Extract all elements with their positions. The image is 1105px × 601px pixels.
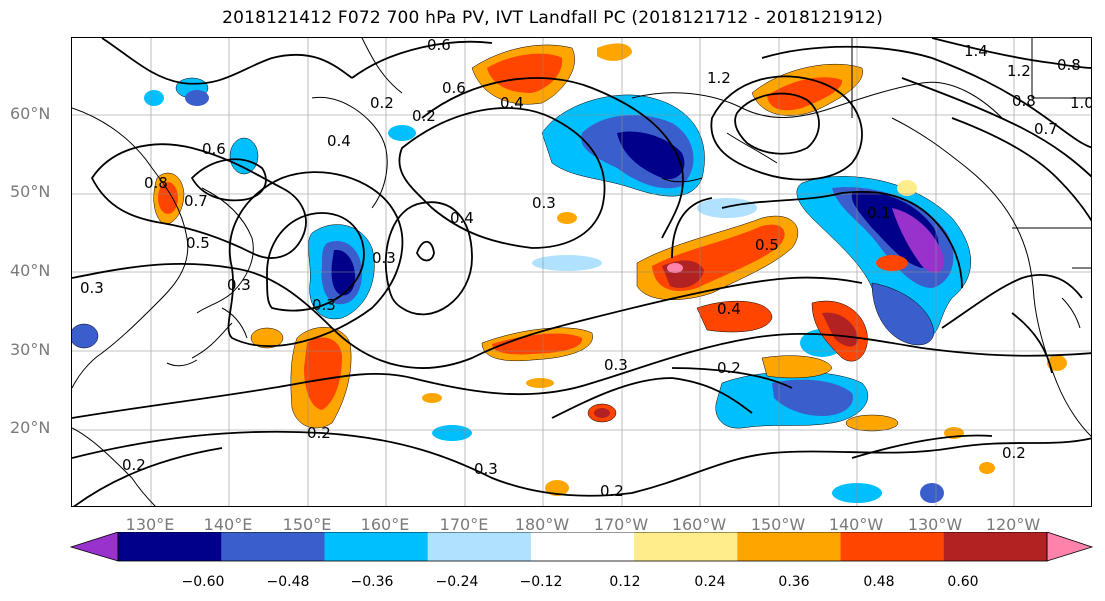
contour-label: 0.2 [600,482,624,500]
contour-label: 0.3 [604,356,628,374]
contour-label: 0.3 [227,276,251,294]
lon-label-160w: 160°W [671,515,727,534]
contour-label: 1.4 [964,42,988,60]
lat-label-50n: 50°N [10,182,51,201]
patch-aleutian-negative [541,94,705,197]
colorbar-cell [427,532,532,561]
lon-label-130e: 130°E [125,515,175,534]
lat-label-20n: 20°N [10,418,51,437]
lon-label-150e: 150°E [282,515,332,534]
contour-label: 0.5 [186,234,210,252]
contour-label: 0.4 [450,209,474,227]
patch-south-negative [715,282,935,429]
colorbar-cell [840,532,945,561]
lon-label-170e: 170°E [439,515,489,534]
contour-label: 0.6 [427,38,451,54]
colorbar-tick-label: −0.60 [181,574,225,590]
colorbar-border [117,532,1048,562]
map-panel[interactable]: 0.6 0.6 0.2 0.2 0.4 1.2 1.4 1.2 0.8 0.8 … [71,37,1092,507]
contour-label: 1.0 [1070,94,1092,112]
colorbar-tick-label: 0.60 [947,574,979,590]
colorbar-cell [737,532,842,561]
colorbar-tick-label: −0.24 [435,574,479,590]
colorbar-tick-label: 0.48 [863,574,895,590]
lon-label-120w: 120°W [985,515,1041,534]
contour-label: 0.6 [442,79,466,97]
lon-label-150w: 150°W [750,515,806,534]
contour-label: 0.6 [202,140,226,158]
colorbar-cell [118,532,222,561]
colorbar-tick-label: 0.12 [609,574,641,590]
contour-layer [72,38,1091,506]
lat-label-30n: 30°N [10,340,51,359]
map-title: 2018121412 F072 700 hPa PV, IVT Landfall… [222,8,883,28]
contour-label: 0.3 [80,279,104,297]
contour-label: 0.4 [327,132,351,150]
patch-central-positive [636,216,798,301]
contour-label-layer: 0.6 0.6 0.2 0.2 0.4 1.2 1.4 1.2 0.8 0.8 … [80,38,1092,500]
colorbar-cell [943,532,1048,561]
contour-label: 0.2 [307,424,331,442]
lat-label-40n: 40°N [10,261,51,280]
lon-label-140e: 140°E [203,515,253,534]
contour-label: 0.8 [1057,56,1081,74]
contour-label: 0.5 [755,236,779,254]
colorbar-arrow-left [69,532,119,562]
contour-label: 0.7 [184,192,208,210]
lon-label-170w: 170°W [593,515,649,534]
colorbar-cell [530,532,635,561]
colorbar-arrow-right [1046,532,1094,562]
colorbar-cell [634,532,738,561]
shaded-anomaly-layer [72,43,1067,503]
lon-label-140w: 140°W [828,515,884,534]
colorbar-tick-label: 0.24 [694,574,726,590]
colorbar-cell [221,532,325,561]
contour-label: 0.3 [372,249,396,267]
map-canvas: 0.6 0.6 0.2 0.2 0.4 1.2 1.4 1.2 0.8 0.8 … [72,38,1092,506]
patch-small-positives [422,180,1067,496]
contour-label: 0.4 [717,300,741,318]
contour-label: 0.3 [474,460,498,478]
contour-label: 0.3 [532,194,556,212]
contour-label: 0.1 [867,204,891,222]
contour-label: 1.2 [1007,62,1031,80]
lat-label-60n: 60°N [10,104,51,123]
colorbar-cell [324,532,429,561]
contour-label: 0.8 [144,174,168,192]
patch-mid-positive [481,300,868,379]
colorbar-tick-label: −0.48 [266,574,310,590]
colorbar-tick-label: 0.36 [778,574,810,590]
contour-label: 1.2 [707,69,731,87]
contour-label: 0.2 [412,107,436,125]
lon-label-180w: 180°W [514,515,570,534]
contour-label: 0.8 [1012,92,1036,110]
contour-label: 0.4 [500,94,524,112]
graticule [72,38,1091,506]
contour-label: 0.2 [122,456,146,474]
colorbar-tick-label: −0.36 [350,574,394,590]
contour-label: 0.2 [1002,444,1026,462]
colorbar [69,532,1094,562]
colorbar-tick-label: −0.12 [519,574,563,590]
contour-label: 0.2 [717,359,741,377]
patch-west-positive [153,172,352,429]
contour-label: 0.2 [370,94,394,112]
colorbar-cells [118,532,1048,561]
lon-label-160e: 160°E [360,515,410,534]
lon-label-130w: 130°W [907,515,963,534]
contour-label: 0.7 [1034,120,1058,138]
contour-label: 0.3 [312,296,336,314]
